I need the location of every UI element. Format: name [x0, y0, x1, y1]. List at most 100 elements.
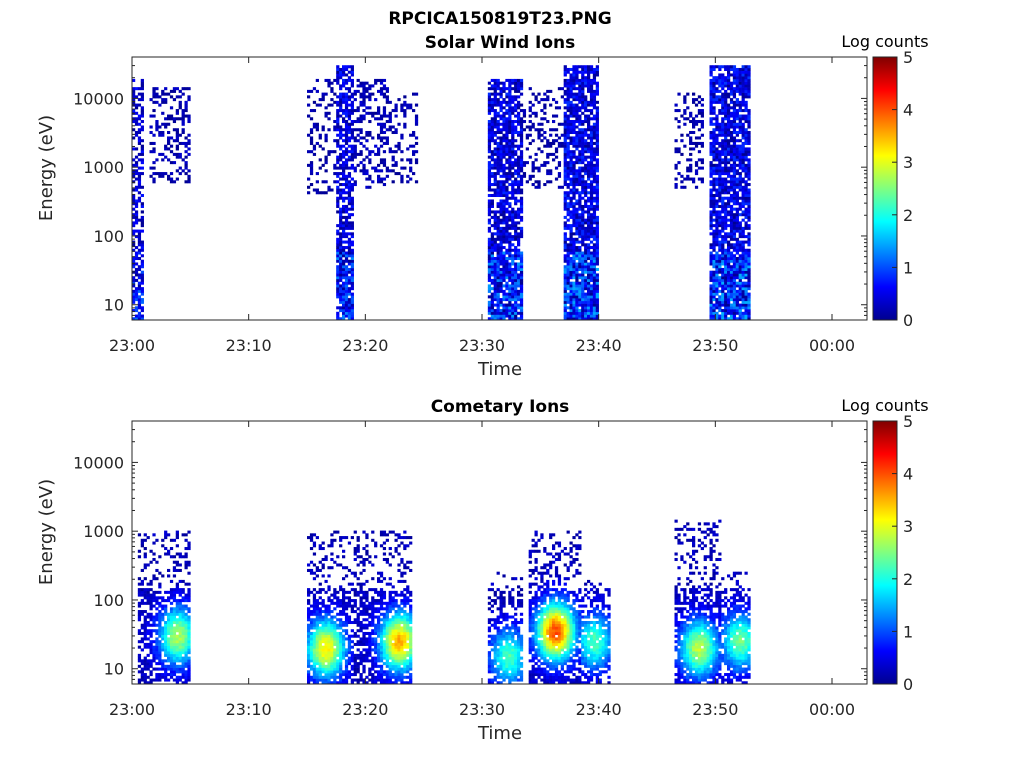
heatmap-cell [584, 226, 588, 230]
heatmap-cell [394, 106, 398, 110]
heatmap-cell [356, 78, 360, 82]
heatmap-cell [496, 210, 500, 214]
heatmap-cell [172, 560, 177, 564]
heatmap-cell [350, 213, 354, 217]
heatmap-cell [499, 155, 503, 159]
heatmap-cell [709, 130, 713, 135]
heatmap-cell [584, 232, 588, 236]
heatmap-cell [167, 596, 171, 600]
heatmap-cell [502, 276, 506, 280]
heatmap-cell [581, 147, 585, 151]
heatmap-cell [499, 281, 503, 285]
heatmap-cell [546, 161, 550, 165]
heatmap-cell [744, 259, 748, 263]
heatmap-cell [187, 117, 191, 121]
heatmap-cell [732, 174, 737, 178]
heatmap-cell [339, 292, 343, 296]
heatmap-cell [517, 256, 521, 261]
heatmap-cell [727, 287, 731, 291]
heatmap-cell [581, 281, 585, 285]
heatmap-cell [350, 163, 354, 167]
heatmap-cell [152, 114, 156, 118]
heatmap-cell [172, 659, 177, 663]
heatmap-cell [563, 317, 567, 320]
heatmap-cell [508, 303, 512, 307]
heatmap-cell [540, 133, 544, 137]
heatmap-cell [505, 180, 509, 184]
heatmap-cell [744, 306, 748, 310]
heatmap-cell [680, 152, 684, 156]
heatmap-cell [584, 70, 588, 74]
heatmap-cell [592, 287, 597, 291]
heatmap-cell [412, 150, 416, 154]
heatmap-cell [569, 240, 573, 244]
heatmap-cell [692, 180, 696, 184]
heatmap-cell [169, 590, 174, 594]
heatmap-cell [155, 577, 159, 581]
heatmap-cell [487, 303, 492, 307]
heatmap-cell [132, 174, 136, 178]
heatmap-cell [514, 262, 518, 266]
heatmap-cell [738, 196, 742, 200]
heatmap-cell [344, 215, 349, 219]
heatmap-cell [741, 270, 745, 274]
heatmap-cell [595, 177, 599, 181]
heatmap-cell [589, 155, 594, 159]
heatmap-cell [172, 120, 177, 124]
heatmap-cell [563, 180, 567, 184]
heatmap-cell [584, 139, 588, 143]
heatmap-cell [674, 177, 678, 181]
heatmap-cell [729, 270, 734, 274]
heatmap-cell [499, 166, 503, 170]
heatmap-cell [569, 210, 573, 214]
heatmap-cell [149, 659, 153, 663]
heatmap-cell [517, 265, 521, 269]
heatmap-cell [592, 141, 597, 145]
heatmap-cell [493, 311, 497, 315]
heatmap-cell [715, 267, 719, 271]
heatmap-cell [158, 629, 162, 633]
heatmap-cell [715, 226, 719, 230]
heatmap-cell [732, 92, 737, 96]
heatmap-cell [175, 144, 179, 148]
heatmap-cell [339, 84, 343, 88]
heatmap-cell [502, 210, 506, 214]
heatmap-cell [511, 254, 515, 258]
heatmap-cell [350, 221, 354, 225]
heatmap-cell [134, 106, 139, 110]
heatmap-cell [569, 276, 573, 280]
heatmap-cell [735, 183, 739, 187]
heatmap-cell [715, 314, 719, 318]
heatmap-cell [569, 163, 573, 167]
heatmap-cell [566, 191, 570, 195]
heatmap-cell [312, 109, 317, 113]
heatmap-cell [508, 84, 512, 88]
heatmap-cell [712, 237, 716, 241]
heatmap-cell [350, 122, 354, 126]
heatmap-cell [342, 81, 346, 85]
heatmap-cell [134, 95, 139, 99]
heatmap-cell [344, 204, 349, 208]
heatmap-cell [344, 240, 349, 244]
heatmap-cell [365, 95, 369, 99]
heatmap-cell [161, 98, 165, 102]
heatmap-cell [721, 76, 725, 80]
heatmap-cell [137, 199, 142, 203]
heatmap-cell [729, 267, 734, 271]
heatmap-cell [353, 155, 357, 159]
heatmap-cell [167, 648, 171, 652]
heatmap-cell [589, 300, 594, 304]
heatmap-cell [336, 289, 340, 293]
heatmap-cell [729, 215, 734, 219]
heatmap-cell [724, 207, 728, 211]
heatmap-cell [505, 311, 509, 315]
heatmap-cell [132, 292, 136, 296]
heatmap-cell [581, 120, 585, 124]
heatmap-cell [505, 87, 509, 91]
heatmap-cell [336, 306, 340, 310]
heatmap-cell [709, 300, 713, 304]
heatmap-cell [350, 70, 354, 74]
heatmap-cell [721, 289, 725, 293]
heatmap-cell [747, 317, 751, 320]
heatmap-cell [134, 246, 139, 250]
